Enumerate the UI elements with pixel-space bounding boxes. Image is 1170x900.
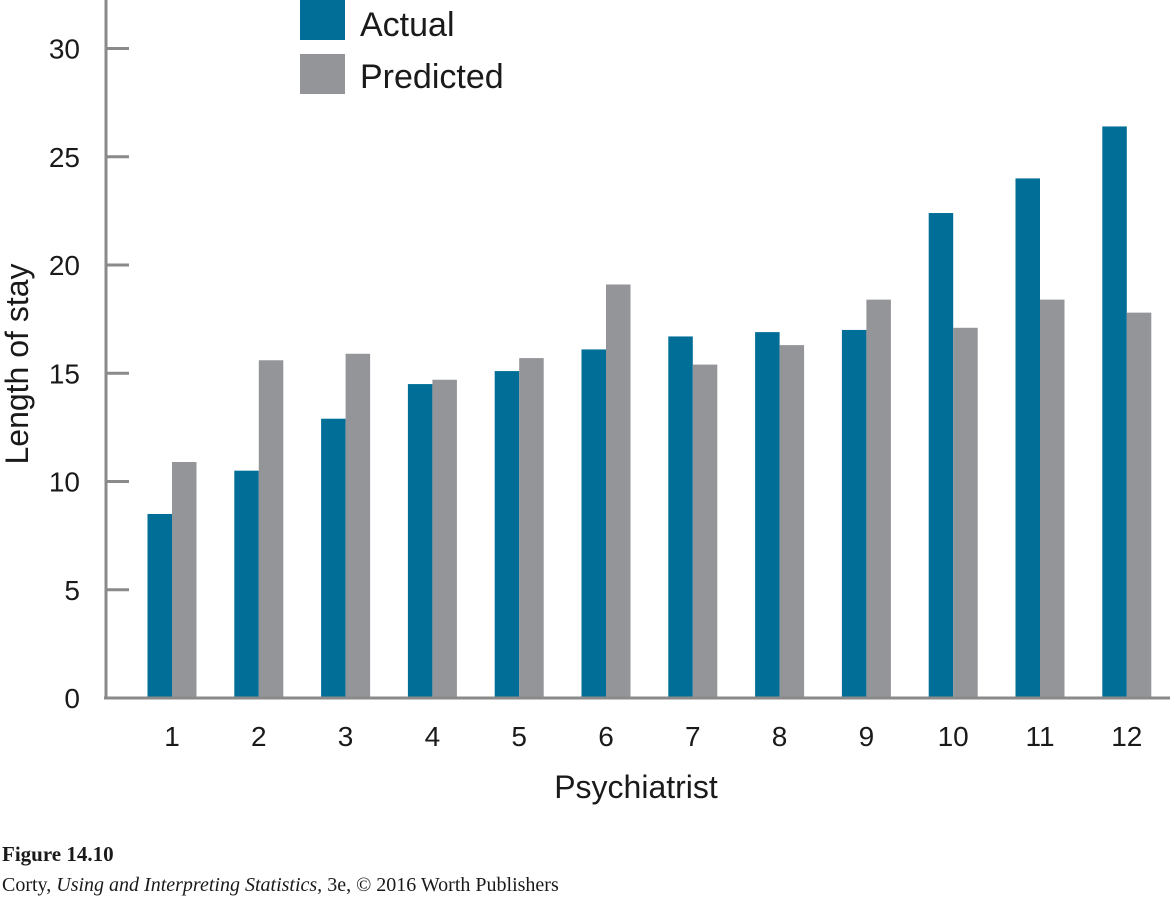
x-tick-label: 11 — [1025, 721, 1054, 752]
bar-actual-8 — [755, 332, 780, 698]
credit-book: Using and Interpreting Statistics, — [56, 874, 323, 896]
x-tick-label: 3 — [338, 721, 354, 752]
x-axis-tick-labels: 1 2 3 4 5 6 7 8 9 10 11 12 — [164, 721, 1142, 752]
x-tick-label: 7 — [685, 721, 701, 752]
bar-actual-3 — [321, 418, 346, 698]
legend-swatch-predicted — [300, 54, 345, 94]
legend-swatch-actual — [300, 0, 345, 40]
bar-predicted-8 — [779, 345, 805, 698]
bar-predicted-9 — [866, 299, 891, 698]
bar-actual-5 — [494, 371, 520, 698]
figure-title: Figure 14.10 — [2, 842, 114, 866]
bar-actual-10 — [928, 213, 954, 699]
y-tick-label: 20 — [49, 250, 80, 281]
y-tick-label: 25 — [49, 142, 80, 173]
legend-label-actual: Actual — [360, 6, 455, 44]
x-tick-label: 1 — [164, 721, 180, 752]
bar-actual-2 — [234, 470, 259, 698]
bar-actual-12 — [1102, 126, 1127, 698]
y-tick-label: 15 — [49, 358, 80, 389]
x-tick-label: 6 — [598, 721, 614, 752]
y-tick-label: 5 — [64, 575, 80, 606]
x-axis-title: Psychiatrist — [554, 769, 718, 805]
x-tick-label: 12 — [1111, 721, 1142, 752]
credit-rest: 3e, © 2016 Worth Publishers — [322, 874, 559, 896]
bar-predicted-3 — [345, 353, 371, 698]
legend-label-predicted: Predicted — [360, 58, 504, 96]
x-tick-label: 8 — [772, 721, 788, 752]
bar-series — [147, 126, 1152, 699]
x-tick-label: 5 — [511, 721, 527, 752]
x-tick-label: 2 — [251, 721, 267, 752]
x-tick-label: 4 — [425, 721, 441, 752]
bar-predicted-10 — [953, 327, 978, 698]
bar-predicted-7 — [692, 364, 718, 698]
bar-actual-4 — [407, 384, 433, 698]
bar-predicted-11 — [1040, 299, 1065, 698]
bar-actual-11 — [1015, 178, 1040, 698]
bar-actual-6 — [581, 349, 606, 698]
credit-author: Corty, — [2, 874, 57, 896]
y-axis-title: Length of stay — [0, 263, 35, 464]
bar-predicted-5 — [519, 358, 544, 698]
bar-actual-9 — [841, 329, 867, 698]
bar-predicted-1 — [172, 462, 197, 698]
bar-actual-7 — [668, 336, 693, 698]
bar-predicted-6 — [606, 284, 631, 698]
bar-predicted-12 — [1126, 312, 1152, 698]
x-tick-label: 10 — [938, 721, 969, 752]
y-tick-label: 10 — [49, 467, 80, 498]
y-tick-label: 30 — [49, 34, 80, 65]
bar-predicted-4 — [432, 379, 457, 698]
bar-predicted-2 — [258, 360, 284, 698]
bar-actual-1 — [147, 513, 172, 698]
legend: Actual Predicted — [300, 0, 504, 96]
x-tick-label: 9 — [859, 721, 875, 752]
y-axis-ticks: 0 5 10 15 20 25 30 — [49, 34, 129, 714]
figure-credit: Corty, Using and Interpreting Statistics… — [2, 874, 559, 897]
y-tick-label: 0 — [64, 683, 80, 714]
